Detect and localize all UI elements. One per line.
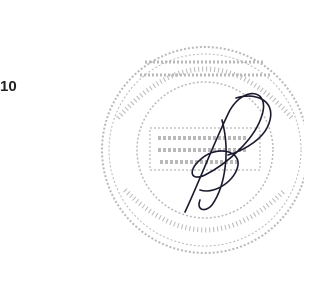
number-label: 10 <box>0 78 17 95</box>
seal-header-text <box>140 62 270 75</box>
stamp-seal <box>102 47 304 253</box>
stamp-image: 10 <box>0 0 304 297</box>
seal-center-text <box>158 138 248 162</box>
signature-stroke <box>185 94 264 212</box>
signature <box>185 94 271 212</box>
